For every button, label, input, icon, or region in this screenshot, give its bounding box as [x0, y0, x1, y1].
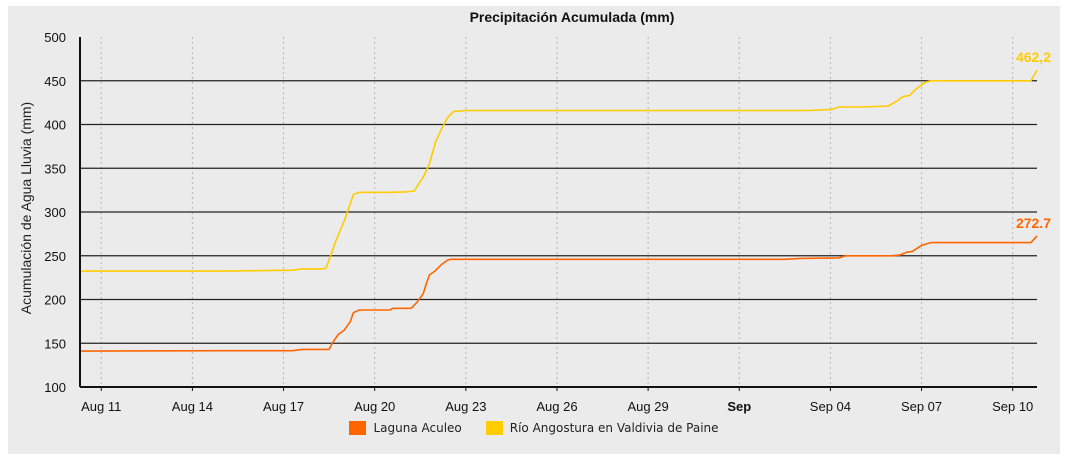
chart-title: Precipitación Acumulada (mm): [470, 9, 675, 25]
legend-swatch-laguna-aculeo: [349, 421, 367, 435]
x-tick-label: Aug 20: [354, 399, 395, 414]
x-tick-label: Sep: [727, 399, 751, 414]
y-tick-label: 100: [44, 380, 66, 395]
y-tick-label: 350: [44, 161, 66, 176]
y-tick-label: 200: [44, 293, 66, 308]
x-tick-label: Sep 07: [901, 399, 942, 414]
x-tick-label: Sep 10: [992, 399, 1033, 414]
legend: Laguna Aculeo Río Angostura en Valdivia …: [0, 421, 1068, 435]
x-tick-label: Aug 14: [172, 399, 213, 414]
series-line-1: [80, 69, 1038, 272]
series-end-label-0: 272.7: [1016, 215, 1051, 231]
y-tick-label: 150: [44, 336, 66, 351]
y-axis-label: Acumulación de Agua Lluvia (mm): [18, 102, 34, 314]
legend-swatch-rio-angostura: [485, 421, 503, 435]
x-tick-label: Aug 23: [445, 399, 486, 414]
series-layer: 272.7 462,2: [79, 49, 1051, 352]
legend-label-rio-angostura: Río Angostura en Valdivia de Paine: [509, 421, 719, 435]
x-tick-label: Aug 11: [81, 399, 121, 414]
series-end-label-1: 462,2: [1016, 49, 1051, 65]
legend-label-laguna-aculeo: Laguna Aculeo: [373, 421, 462, 435]
axes: 100 150 200 250 300 350 400 450 500 Aug 11 Aug 14 A…: [44, 30, 1037, 414]
y-tick-label: 400: [44, 118, 66, 133]
legend-item-laguna-aculeo[interactable]: Laguna Aculeo: [349, 421, 462, 435]
x-tick-label: Aug 17: [263, 399, 304, 414]
x-tick-label: Aug 26: [536, 399, 577, 414]
x-tick-label: Aug 29: [628, 399, 669, 414]
y-tick-label: 450: [44, 74, 66, 89]
y-tick-label: 300: [44, 205, 66, 220]
y-tick-label: 250: [44, 249, 66, 264]
series-line-0: [79, 235, 1038, 352]
grid: [80, 37, 1037, 387]
legend-item-rio-angostura[interactable]: Río Angostura en Valdivia de Paine: [485, 421, 719, 435]
y-tick-label: 500: [44, 30, 66, 45]
x-tick-label: Sep 04: [810, 399, 851, 414]
